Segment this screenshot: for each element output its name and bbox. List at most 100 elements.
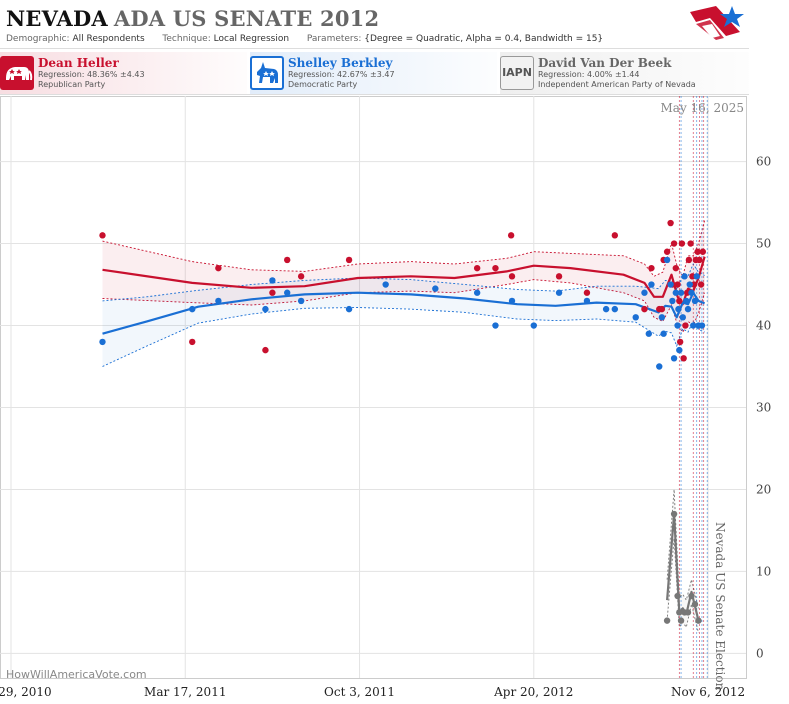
y-tick-label: 50 — [756, 237, 771, 251]
dean-heller-poll-point — [667, 219, 674, 227]
dean-heller-poll-point — [297, 273, 305, 280]
shelley-berkley-poll-point — [670, 355, 678, 362]
dean-heller-poll-point — [269, 289, 276, 296]
dean-heller-poll-point — [676, 297, 683, 305]
watermark: HowWillAmericaVote.com — [6, 668, 147, 681]
shelley-berkley-poll-point — [632, 314, 639, 321]
shelley-berkley-poll-point — [189, 305, 196, 313]
dean-heller-poll-point — [99, 232, 106, 239]
shelley-berkley-poll-point — [645, 330, 653, 337]
site-logo-icon — [690, 6, 744, 40]
date-label: May 16, 2025 — [661, 101, 744, 115]
elephant-icon — [0, 56, 34, 90]
shelley-berkley-poll-point — [432, 285, 439, 292]
shelley-berkley-poll-point — [686, 281, 693, 288]
shelley-berkley-poll-point — [658, 314, 666, 321]
shelley-berkley-poll-point — [262, 305, 269, 313]
shelley-berkley-poll-point — [667, 281, 674, 288]
x-tick-label: Aug 29, 2010 — [0, 685, 52, 699]
poll-date-lines — [678, 96, 708, 678]
shelley-berkley-band — [102, 264, 705, 367]
demographic-label: Demographic: — [6, 34, 70, 44]
dean-heller-poll-point — [345, 256, 353, 264]
dean-heller-poll-point — [641, 305, 648, 313]
candidate-party: Independent American Party of Nevada — [538, 80, 696, 89]
y-tick-label: 0 — [756, 646, 764, 660]
dean-heller-poll-point — [694, 248, 701, 255]
dean-heller-poll-point — [492, 264, 499, 272]
shelley-berkley-poll-point — [660, 330, 667, 337]
shelley-berkley-poll-point — [99, 338, 106, 346]
candidate-name: Shelley Berkley — [288, 56, 393, 70]
candidate-name: Dean Heller — [38, 56, 119, 70]
dean-heller-poll-point — [473, 264, 481, 272]
shelley-berkley-poll-point — [215, 297, 222, 305]
dean-heller-poll-point — [674, 281, 681, 288]
technique-label: Technique: — [162, 34, 211, 44]
parameters-value: {Degree = Quadratic, Alpha = 0.4, Bandwi… — [364, 34, 604, 44]
shelley-berkley-poll-point — [663, 256, 671, 264]
y-tick-label: 60 — [756, 155, 771, 169]
shelley-berkley-poll-point — [269, 277, 276, 284]
david-van-der-beek-poll-point — [676, 609, 683, 616]
plot-frame — [0, 96, 747, 679]
shelley-berkley-poll-point — [691, 297, 699, 305]
page-title: NEVADA ADA US SENATE 2012 — [6, 6, 379, 31]
dean-heller-lower-bound — [102, 279, 706, 333]
shelley-berkley-poll-point — [345, 305, 353, 313]
x-tick-label: Oct 3, 2011 — [324, 685, 395, 699]
demographic-value: All Respondents — [72, 34, 145, 44]
david-van-der-beek-poll-point — [670, 510, 678, 518]
shelley-berkley-poll-point — [555, 289, 563, 296]
dean-heller-poll-point — [284, 256, 291, 264]
shelley-berkley-poll-point — [693, 273, 700, 280]
dean-heller-poll-point — [611, 232, 619, 239]
shelley-berkley-poll-point — [675, 305, 682, 313]
shelley-berkley-poll-point — [602, 305, 610, 313]
title-state: NEVADA — [6, 6, 108, 31]
parameters-line: Demographic: All Respondents Technique: … — [6, 34, 603, 44]
candidate-regression: Regression: 48.36% ±4.43 — [38, 70, 145, 79]
candidate-party: Republican Party — [38, 80, 106, 89]
dean-heller-upper-bound — [102, 220, 706, 278]
candidate-name: David Van Der Beek — [538, 56, 672, 70]
shelley-berkley-poll-point — [698, 322, 706, 329]
shelley-berkley-poll-point — [676, 346, 683, 354]
dean-heller-poll-point — [508, 273, 516, 280]
dean-heller-poll-point — [687, 240, 694, 247]
dean-heller-poll-point — [696, 256, 703, 264]
shelley-berkley-poll-point — [382, 281, 389, 288]
candidate-regression: Regression: 42.67% ±3.47 — [288, 70, 395, 79]
shelley-berkley-poll-point — [473, 289, 481, 296]
x-tick-label: Mar 17, 2011 — [144, 685, 226, 699]
candidate-democratic: Shelley Berkley Regression: 42.67% ±3.47… — [250, 52, 497, 94]
dean-heller-poll-point — [648, 264, 655, 272]
dean-heller-poll-point — [555, 273, 563, 280]
poll-chart: 0 10 20 30 40 50 60 Aug 29, 2010 Mar 17, 2011 Oct… — [0, 96, 771, 699]
dean-heller-poll-point — [663, 248, 671, 255]
dean-heller-poll-point — [672, 264, 680, 272]
shelley-berkley-poll-point — [669, 297, 676, 305]
dean-heller-poll-point — [676, 338, 684, 346]
shelley-berkley-poll-point — [492, 322, 499, 329]
shelley-berkley-poll-point — [648, 281, 655, 288]
david-van-der-beek-poll-point — [695, 617, 702, 624]
donkey-icon — [250, 56, 284, 90]
shelley-berkley-poll-point — [690, 322, 697, 329]
dean-heller-poll-point — [215, 264, 222, 272]
iapn-icon-text: IAPN — [502, 66, 532, 79]
poll-points — [99, 219, 707, 624]
shelley-berkley-poll-point — [688, 289, 695, 296]
shelley-berkley-poll-point — [641, 289, 648, 296]
y-tick-label: 20 — [756, 482, 771, 496]
parameters-label: Parameters: — [306, 34, 362, 44]
axes: 0 10 20 30 40 50 60 Aug 29, 2010 Mar 17, 2011 Oct… — [0, 155, 771, 699]
david-van-der-beek-poll-point — [684, 609, 692, 616]
x-tick-label: Nov 6, 2012 — [671, 685, 745, 699]
candidate-party: Democratic Party — [288, 80, 358, 89]
shelley-berkley-poll-point — [508, 297, 516, 305]
header: NEVADA ADA US SENATE 2012 Demographic: Al… — [0, 0, 749, 49]
technique-value: Local Regression — [213, 34, 290, 44]
y-tick-label: 40 — [756, 319, 771, 333]
grid — [0, 96, 747, 679]
